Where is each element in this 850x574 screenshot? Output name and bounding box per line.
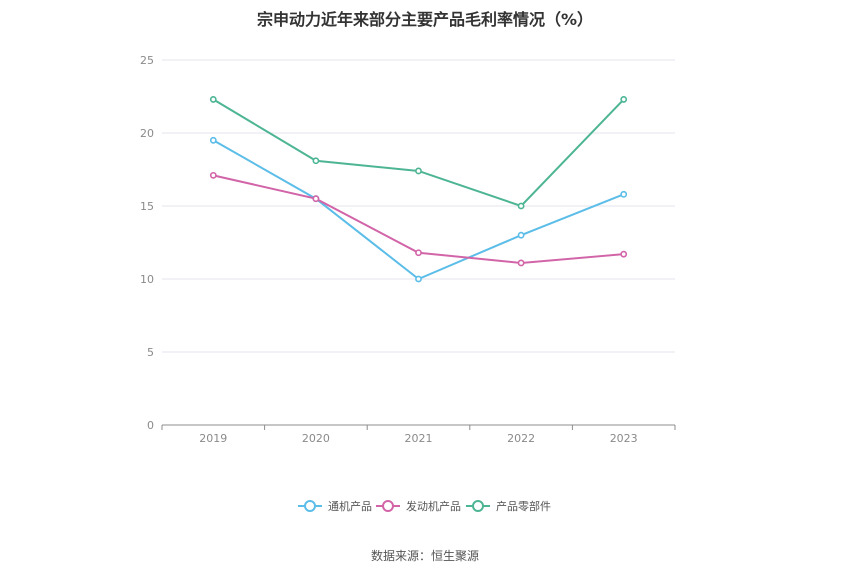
data-point (312, 195, 320, 203)
data-point (312, 157, 320, 165)
legend-marker (304, 500, 316, 512)
legend-label: 发动机产品 (406, 499, 461, 513)
data-point (620, 250, 628, 258)
data-point (620, 96, 628, 103)
y-tick-label: 0 (147, 419, 154, 432)
data-point (517, 259, 525, 267)
x-tick-label: 2022 (507, 432, 535, 445)
legend-label: 产品零部件 (496, 499, 551, 513)
data-point (415, 249, 422, 257)
legend-label: 通机产品 (328, 499, 372, 513)
source-note: 数据来源：恒生聚源 (370, 549, 479, 563)
legend-marker (382, 500, 394, 512)
gridlines (162, 59, 675, 353)
tick-labels: 0 5 10 15 20 25 2019 2020 2021 2022 2023 (140, 54, 638, 445)
legend-item-2: 产品零部件 (466, 499, 551, 513)
legend-item-0: 通机产品 (298, 499, 372, 513)
data-point (209, 171, 217, 179)
y-tick-label: 15 (140, 200, 154, 213)
y-tick-label: 10 (140, 273, 154, 286)
x-tick-label: 2020 (302, 432, 330, 445)
chart-title: 宗申动力近年来部分主要产品毛利率情况（%） (256, 10, 594, 29)
series-points (209, 96, 628, 283)
series-line-0 (212, 139, 625, 281)
data-point (517, 231, 525, 239)
data-point (415, 167, 422, 175)
x-tick-label: 2021 (405, 432, 433, 445)
legend-item-1: 发动机产品 (376, 499, 461, 513)
axes (161, 424, 676, 430)
data-point (209, 136, 217, 144)
data-point (620, 190, 628, 198)
y-tick-label: 5 (147, 346, 154, 359)
x-tick-label: 2019 (199, 432, 227, 445)
data-point (209, 96, 217, 103)
legend-marker (472, 500, 484, 512)
legend: 通机产品 发动机产品 产品零部件 (298, 499, 551, 513)
y-tick-label: 25 (140, 54, 154, 67)
y-tick-label: 20 (140, 127, 154, 140)
data-point (415, 275, 422, 283)
x-tick-label: 2023 (610, 432, 638, 445)
data-point (517, 202, 525, 210)
